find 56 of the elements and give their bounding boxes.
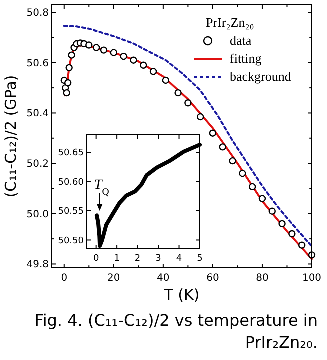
point [248, 183, 256, 191]
point [64, 79, 72, 87]
y-tick-label: 50.55 [58, 207, 84, 218]
x-tick-label: 40 [157, 273, 170, 284]
y-tick-label: 49.8 [26, 260, 49, 271]
point [162, 76, 170, 84]
x-tick-label: 0 [61, 273, 68, 284]
y-tick-label: 50.50 [58, 236, 84, 246]
point [63, 89, 70, 97]
legend-label: data [230, 33, 252, 48]
point [92, 44, 100, 52]
x-tick-label: 100 [302, 273, 322, 284]
point [258, 195, 266, 202]
point [100, 46, 108, 54]
point [66, 64, 73, 72]
y-tick-label: 50.60 [58, 178, 84, 188]
y-tick-label: 50.6 [26, 58, 49, 70]
y-tick-label: 50.8 [26, 8, 49, 20]
point [219, 144, 226, 151]
point [184, 100, 192, 107]
point [229, 157, 236, 165]
y-tick-label: 50.65 [58, 148, 84, 159]
x-tick-label: 3 [156, 254, 162, 264]
x-tick-label: 0 [93, 254, 100, 264]
y-tick-label: 50.2 [26, 159, 49, 170]
y-tick-label: 50.4 [26, 108, 49, 120]
caption: Fig. 4. (C₁₁-C₁₂)/2 vs temperature in PrIr₂Zn₂₀. [34, 311, 318, 352]
y-axis-title: (C₁₁-C₁₂)/2 (GPa) [2, 75, 20, 198]
x-tick-label: 1 [114, 254, 120, 264]
point [268, 208, 276, 215]
point [174, 89, 182, 97]
point [120, 52, 128, 60]
x-tick-label: 2 [134, 254, 141, 264]
x-tick-label: 60 [206, 273, 220, 284]
point [68, 52, 76, 59]
point [196, 113, 204, 121]
point [298, 242, 306, 249]
point [140, 62, 148, 69]
x-tick-label: 4 [176, 254, 182, 264]
legend-label: fitting [230, 51, 262, 66]
point [150, 68, 158, 76]
point [209, 130, 217, 137]
point [278, 220, 286, 228]
legend-label: background [230, 69, 292, 84]
y-tick-label: 50.0 [26, 209, 49, 220]
x-tick-label: 5 [197, 254, 203, 264]
point [130, 56, 138, 64]
point [239, 170, 246, 178]
point [110, 49, 118, 56]
x-tick-label: 20 [108, 273, 120, 284]
point [86, 42, 93, 49]
point [288, 230, 296, 238]
x-tick-label: 80 [256, 273, 269, 284]
annotation: T$_{Q}$ [94, 178, 110, 198]
legend-title: PrIr₂Zn₂₀ [206, 15, 254, 30]
x-axis-title: T (K) [163, 286, 200, 304]
